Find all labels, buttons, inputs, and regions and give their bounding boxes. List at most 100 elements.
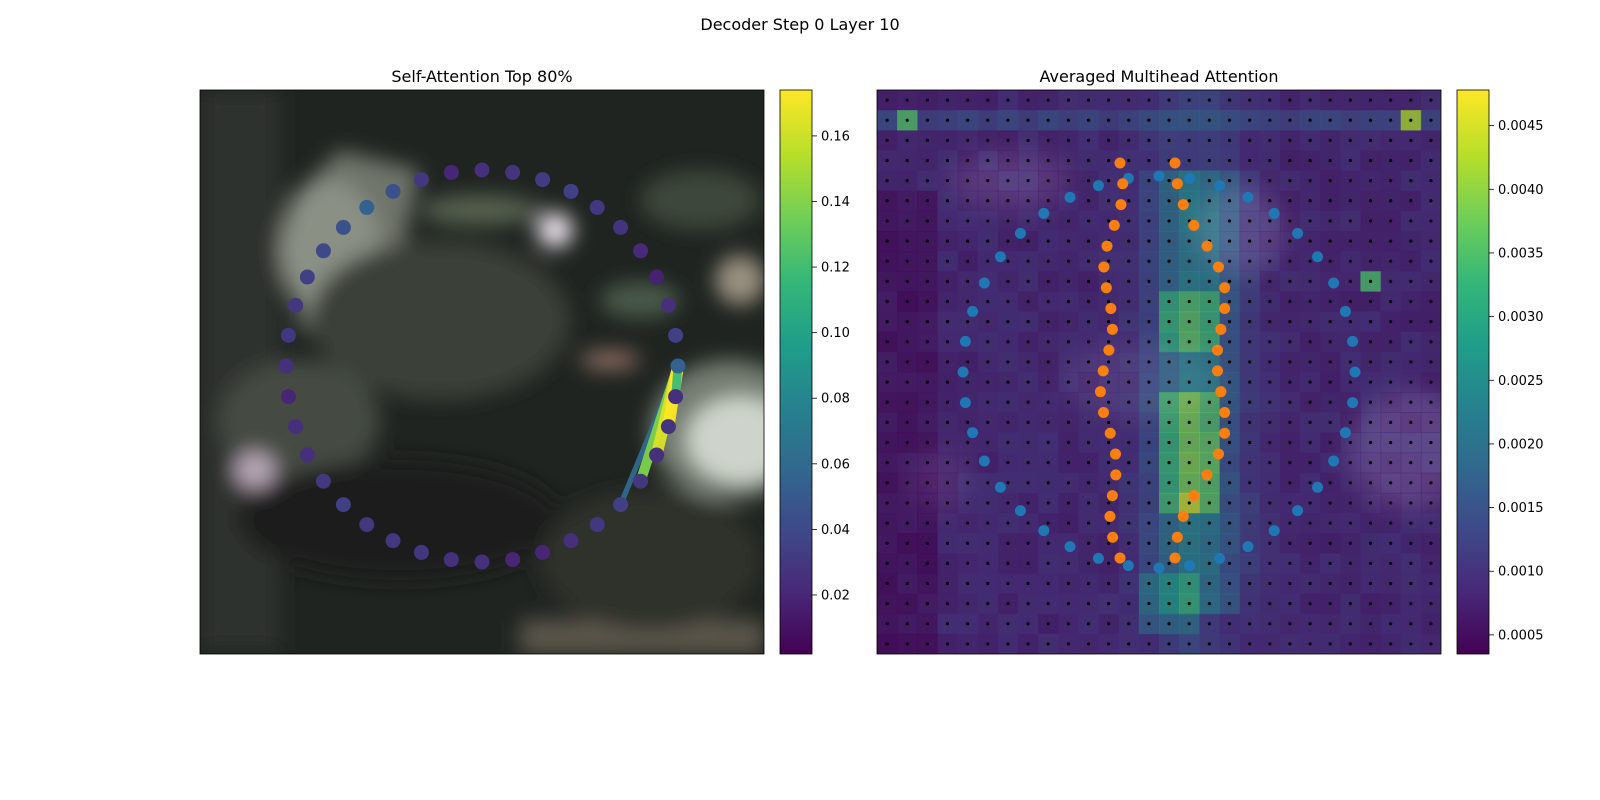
grid-point	[905, 440, 909, 445]
grid-point	[1046, 481, 1050, 485]
grid-point	[1268, 158, 1272, 163]
ring-point	[649, 447, 665, 463]
grid-point	[966, 118, 970, 122]
grid-point	[1167, 602, 1171, 606]
grid-point	[1026, 541, 1030, 545]
grid-point	[1026, 420, 1030, 424]
grid-point	[1046, 138, 1050, 142]
grid-point	[1227, 622, 1232, 626]
blue-point	[978, 277, 990, 289]
grid-point	[1127, 440, 1131, 445]
grid-point	[1086, 440, 1091, 445]
grid-point	[905, 541, 909, 545]
grid-point	[966, 561, 970, 565]
grid-point	[986, 118, 990, 122]
orange-point	[1104, 427, 1116, 439]
grid-point	[1207, 380, 1211, 384]
grid-point	[1308, 481, 1312, 485]
grid-point	[1026, 521, 1030, 525]
grid-point	[1288, 219, 1292, 223]
grid-point	[1207, 541, 1211, 545]
grid-point	[1107, 622, 1111, 626]
grid-point	[1409, 299, 1413, 304]
grid-point	[1227, 158, 1232, 163]
grid-point	[986, 340, 990, 344]
blue-point	[1312, 481, 1324, 493]
ring-point	[649, 269, 665, 285]
grid-point	[1066, 118, 1070, 122]
grid-point	[1086, 622, 1091, 626]
grid-point	[1066, 461, 1070, 465]
ring-point	[359, 199, 375, 215]
grid-point	[1086, 521, 1091, 525]
grid-point	[905, 98, 909, 102]
grid-point	[1268, 219, 1272, 223]
grid-point	[1248, 158, 1252, 163]
blue-point	[1292, 227, 1304, 239]
grid-point	[1227, 541, 1232, 545]
grid-point	[945, 219, 950, 223]
grid-point	[1409, 118, 1413, 122]
grid-point	[1147, 360, 1151, 364]
grid-point	[1248, 581, 1252, 586]
blue-point	[1038, 207, 1050, 219]
grid-point	[1348, 561, 1352, 565]
grid-point	[1409, 420, 1413, 424]
grid-point	[1268, 581, 1272, 586]
grid-point	[885, 400, 889, 404]
grid-point	[1389, 320, 1393, 324]
blue-point	[1092, 180, 1104, 192]
grid-point	[1006, 138, 1010, 142]
blue-point	[1038, 525, 1050, 537]
grid-point	[966, 521, 970, 525]
blue-point	[967, 427, 979, 439]
grid-point	[1147, 541, 1151, 545]
grid-point	[1086, 340, 1091, 344]
ring-point	[670, 358, 686, 374]
grid-point	[1086, 138, 1091, 142]
grid-point	[1026, 461, 1030, 465]
grid-point	[1026, 642, 1030, 646]
grid-point	[885, 98, 889, 102]
grid-point	[1006, 481, 1010, 485]
grid-point	[1368, 239, 1373, 243]
grid-point	[905, 179, 909, 183]
grid-point	[1167, 179, 1171, 183]
grid-point	[1207, 299, 1211, 304]
grid-point	[1006, 461, 1010, 465]
grid-point	[1167, 98, 1171, 102]
grid-point	[1288, 581, 1292, 586]
grid-point	[1046, 299, 1050, 304]
grid-point	[1026, 400, 1030, 404]
grid-point	[1368, 400, 1373, 404]
multihead-attention-colorbar-tick-label: 0.0045	[1498, 119, 1544, 134]
grid-point	[1368, 158, 1373, 163]
grid-point	[1086, 581, 1091, 586]
grid-point	[1288, 561, 1292, 565]
grid-point	[885, 461, 889, 465]
grid-point	[945, 581, 950, 586]
grid-point	[905, 420, 909, 424]
grid-point	[925, 158, 929, 163]
grid-point	[1167, 340, 1171, 344]
grid-point	[986, 320, 990, 324]
grid-point	[1127, 581, 1131, 586]
grid-point	[1046, 581, 1050, 586]
grid-point	[986, 199, 990, 203]
grid-point	[1389, 420, 1393, 424]
grid-point	[1268, 118, 1272, 122]
grid-point	[1429, 461, 1433, 465]
grid-point	[1389, 622, 1393, 626]
grid-point	[1127, 481, 1131, 485]
grid-point	[1308, 622, 1312, 626]
grid-point	[1348, 199, 1352, 203]
grid-point	[1429, 501, 1433, 505]
grid-point	[1006, 340, 1010, 344]
grid-point	[945, 541, 950, 545]
grid-point	[1328, 581, 1332, 586]
grid-point	[885, 239, 889, 243]
grid-point	[1127, 501, 1131, 505]
grid-point	[1368, 299, 1373, 304]
grid-point	[1348, 279, 1352, 283]
grid-point	[1127, 461, 1131, 465]
